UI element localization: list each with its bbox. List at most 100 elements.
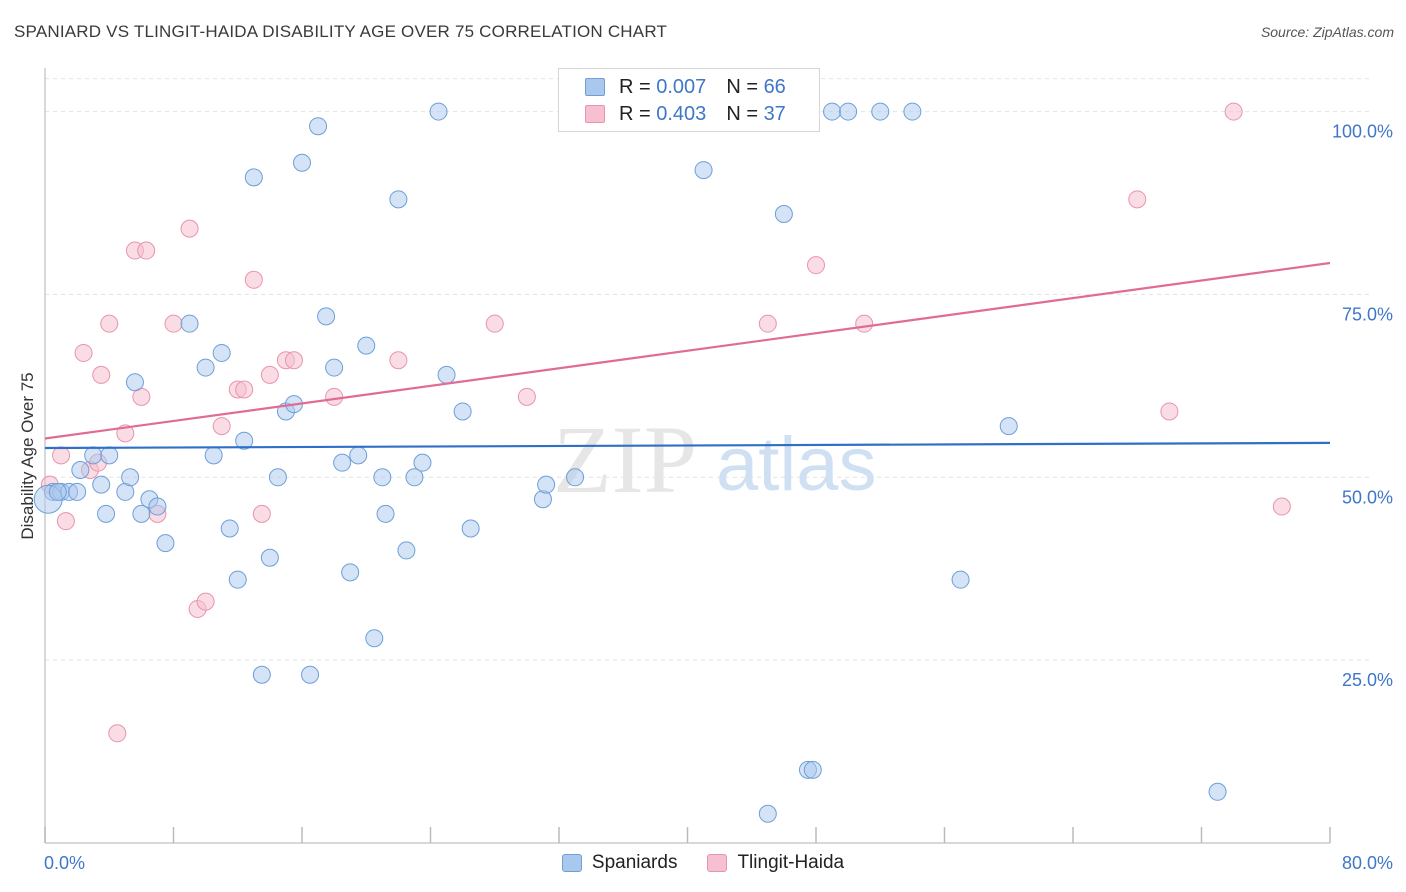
legend-n-label: N = — [726, 102, 758, 125]
point-spaniard — [349, 446, 368, 465]
point-spaniard — [951, 570, 970, 589]
point-spaniard — [397, 541, 416, 560]
point-tlingit — [758, 314, 777, 333]
point-spaniard — [405, 468, 424, 487]
point-tlingit — [244, 270, 263, 289]
point-tlingit — [284, 351, 303, 370]
legend-swatch-pink — [585, 105, 605, 123]
point-spaniard — [125, 373, 144, 392]
watermark-zip: ZIP — [553, 406, 697, 513]
point-tlingit — [196, 592, 215, 611]
legend-r-value: 0.403 — [656, 102, 707, 125]
y-tick-label: 100.0% — [1332, 122, 1393, 142]
tlingit-points — [40, 102, 1291, 743]
point-tlingit — [1160, 402, 1179, 421]
legend-r-label: R = — [619, 102, 651, 125]
legend: R = 0.007 N = 66 R = 0.403 N = 37 — [558, 68, 820, 132]
bottom-legend-spaniards[interactable]: Spaniards — [561, 852, 678, 874]
x-tick-label-min: 0.0% — [44, 853, 85, 873]
point-spaniard — [180, 314, 199, 333]
point-spaniard — [871, 102, 890, 121]
point-spaniard — [453, 402, 472, 421]
legend-n-value: 37 — [763, 102, 786, 125]
point-tlingit — [137, 241, 156, 260]
point-spaniard — [156, 534, 175, 553]
point-tlingit — [517, 387, 536, 406]
bottom-legend: Spaniards Tlingit-Haida — [0, 852, 1406, 874]
source-label: Source: ZipAtlas.com — [1260, 24, 1394, 40]
point-spaniard — [97, 504, 116, 523]
legend-r-label: R = — [619, 75, 651, 98]
axes — [44, 68, 1331, 844]
point-spaniard — [413, 453, 432, 472]
watermark-atlas: atlas — [716, 422, 877, 507]
trend-lines — [44, 261, 1331, 450]
point-spaniard — [537, 475, 556, 494]
legend-row-tlingit: R = 0.403 N = 37 — [585, 101, 786, 127]
point-spaniard — [196, 358, 215, 377]
point-spaniard — [376, 504, 395, 523]
spaniard-points — [33, 102, 1227, 823]
point-tlingit — [260, 365, 279, 384]
point-spaniard — [325, 358, 344, 377]
point-tlingit — [56, 512, 75, 531]
point-spaniard — [100, 446, 119, 465]
point-spaniard — [148, 497, 167, 516]
point-tlingit — [485, 314, 504, 333]
point-spaniard — [301, 665, 320, 684]
point-spaniard — [333, 453, 352, 472]
point-tlingit — [1128, 190, 1147, 209]
point-tlingit — [807, 256, 825, 275]
bottom-legend-tlingit[interactable]: Tlingit-Haida — [707, 852, 844, 874]
y-tick-label: 50.0% — [1342, 487, 1393, 507]
point-spaniard — [803, 760, 822, 779]
legend-n-value: 66 — [763, 75, 786, 98]
point-spaniard — [68, 482, 87, 501]
trend-line-spaniards — [44, 441, 1331, 450]
point-spaniard — [252, 665, 271, 684]
legend-n-label: N = — [726, 75, 758, 98]
point-spaniard — [132, 504, 151, 523]
point-spaniard — [71, 460, 90, 479]
point-spaniard — [293, 153, 311, 172]
point-tlingit — [164, 314, 183, 333]
point-tlingit — [212, 417, 231, 436]
point-spaniard — [317, 307, 336, 326]
point-spaniard — [309, 117, 328, 136]
bottom-legend-tlingit-label: Tlingit-Haida — [737, 852, 845, 873]
x-tick-label-max: 80.0% — [1342, 853, 1393, 873]
trend-line-tlingit — [44, 261, 1331, 440]
point-spaniard — [84, 446, 103, 465]
point-spaniard — [357, 336, 376, 355]
point-spaniard — [533, 490, 552, 509]
point-spaniard — [121, 468, 140, 487]
point-tlingit — [108, 724, 127, 743]
point-tlingit — [252, 504, 271, 523]
point-spaniard — [373, 468, 392, 487]
point-tlingit — [325, 387, 344, 406]
point-spaniard — [823, 102, 842, 121]
grid-lines — [45, 78, 1370, 661]
y-tick-label: 75.0% — [1342, 304, 1393, 324]
point-spaniard — [212, 343, 231, 362]
point-spaniard — [235, 431, 254, 450]
point-tlingit — [1224, 102, 1243, 121]
point-spaniard — [48, 482, 67, 501]
point-spaniard — [999, 417, 1018, 436]
point-tlingit — [100, 314, 119, 333]
point-spaniard — [228, 570, 247, 589]
point-spaniard — [774, 204, 793, 223]
point-tlingit — [1272, 497, 1291, 516]
tick-labels: 25.0% 50.0% 75.0% 100.0% 0.0% 80.0% — [44, 122, 1393, 873]
legend-r-value: 0.007 — [656, 75, 707, 98]
point-spaniard — [92, 475, 111, 494]
point-tlingit — [74, 343, 93, 362]
point-spaniard — [694, 161, 713, 180]
bottom-swatch-pink — [707, 854, 728, 872]
point-spaniard — [341, 563, 360, 582]
bottom-legend-spaniards-label: Spaniards — [591, 852, 678, 873]
point-spaniard — [903, 102, 922, 121]
legend-swatch-blue — [585, 78, 605, 96]
point-tlingit — [855, 314, 874, 333]
